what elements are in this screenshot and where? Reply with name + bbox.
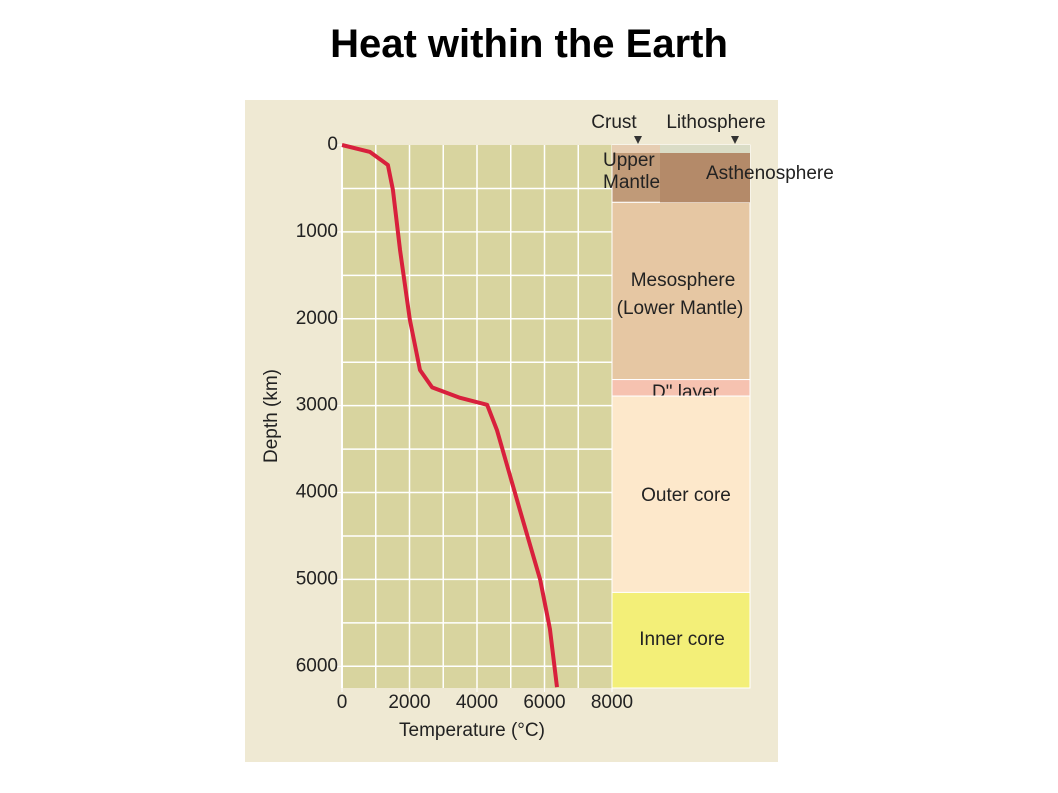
x-tick-label: 4000 — [456, 692, 498, 713]
layer — [611, 591, 751, 689]
layer — [611, 201, 751, 381]
x-tick-label: 8000 — [591, 692, 633, 713]
layer-label: Upper — [603, 150, 655, 171]
layer-label: Outer core — [641, 485, 731, 506]
lithosphere-label: Lithosphere — [666, 112, 765, 133]
layer-label: Mantle — [603, 172, 660, 193]
layer-label: (Lower Mantle) — [617, 298, 744, 319]
x-axis-label: Temperature (°C) — [399, 720, 545, 741]
y-tick-label: 1000 — [296, 221, 338, 242]
x-tick-label: 2000 — [388, 692, 430, 713]
y-tick-label: 5000 — [296, 568, 338, 589]
page-title: Heat within the Earth — [330, 22, 728, 66]
y-tick-label: 6000 — [296, 655, 338, 676]
crust-arrow — [634, 136, 642, 144]
y-tick-label: 3000 — [296, 395, 338, 416]
y-tick-label: 0 — [327, 134, 338, 155]
layer — [611, 395, 751, 593]
asthenosphere-band — [660, 153, 750, 203]
crust-strip-top — [612, 145, 660, 153]
lithosphere-arrow — [731, 136, 739, 144]
x-tick-label: 0 — [337, 692, 348, 713]
layer-label: Inner core — [639, 629, 725, 650]
asthenosphere-label: Asthenosphere — [706, 163, 834, 184]
y-axis-label: Depth (km) — [261, 369, 282, 463]
lithosphere-strip — [660, 145, 750, 153]
layer-label: Mesosphere — [631, 270, 736, 291]
temperature-line — [341, 143, 559, 688]
x-tick-label: 6000 — [523, 692, 565, 713]
y-tick-label: 2000 — [296, 308, 338, 329]
crust-label: Crust — [591, 112, 637, 133]
y-tick-label: 4000 — [296, 482, 338, 503]
